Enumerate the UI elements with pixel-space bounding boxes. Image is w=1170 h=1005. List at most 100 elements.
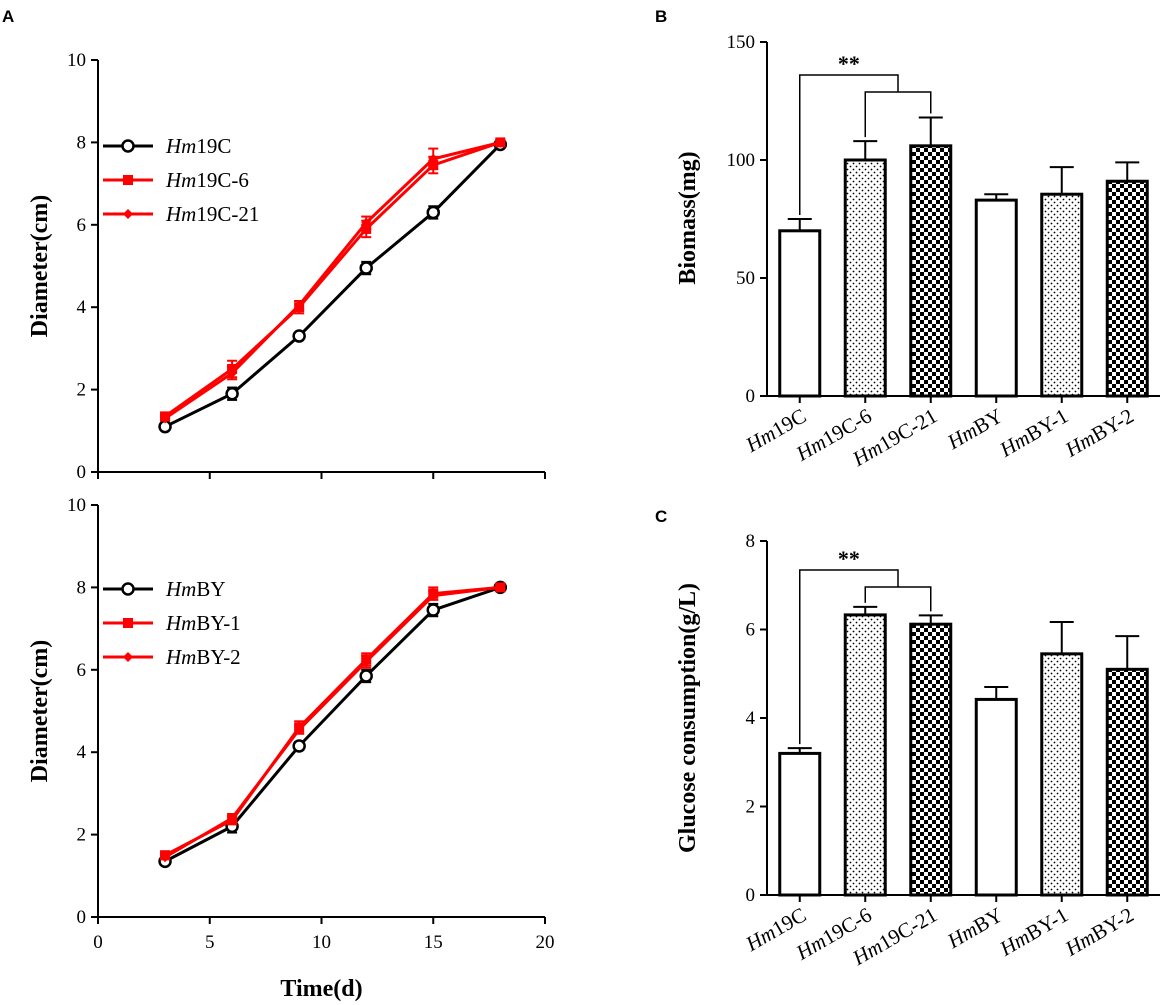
series-line	[164, 585, 501, 859]
data-point	[294, 724, 305, 735]
data-point	[361, 217, 372, 228]
y-tick-label: 100	[727, 150, 756, 171]
data-point	[227, 368, 238, 379]
legend-label: HmBY	[165, 577, 226, 601]
x-tick-label: 10	[312, 932, 331, 953]
data-point	[160, 852, 171, 863]
legend-marker	[121, 139, 135, 153]
bracket-line	[799, 74, 899, 215]
significance-bracket: **	[799, 51, 932, 215]
category-label: HmBY-1	[995, 404, 1073, 463]
legend-label-italic: Hm	[165, 202, 196, 226]
panel-letter-a: A	[2, 7, 14, 26]
category-label: HmBY-1	[995, 903, 1073, 962]
bar	[843, 613, 887, 897]
data-point	[426, 205, 440, 220]
legend-marker	[123, 175, 133, 185]
series-1: Hm19C-6	[103, 137, 506, 422]
legend-label-italic: Hm	[165, 168, 196, 192]
category-label-rest: 19C-21	[875, 404, 942, 456]
panel-letter-c: C	[655, 507, 667, 526]
x-tick-label: 5	[205, 932, 215, 953]
legend-label: Hm19C-21	[165, 202, 259, 226]
bracket-line	[864, 586, 932, 612]
bar	[1040, 652, 1084, 897]
bar	[909, 622, 953, 897]
y-tick-label: 10	[67, 50, 86, 71]
category-label: HmBY-2	[1060, 903, 1138, 962]
series-2: Hm19C-21	[103, 137, 506, 424]
y-tick-label: 6	[77, 215, 87, 236]
legend-marker	[123, 618, 133, 628]
panel-letter-b: B	[655, 7, 667, 26]
y-tick-label: 50	[736, 268, 755, 289]
series-2: HmBY-2	[103, 582, 506, 863]
category-label: HmBY	[942, 903, 1006, 954]
series-line	[164, 140, 501, 420]
series-line	[164, 143, 502, 429]
data-point	[225, 386, 239, 401]
category-label-rest: 19C-21	[875, 903, 942, 955]
y-tick-label: 4	[77, 297, 87, 318]
series-1: HmBY-1	[103, 582, 506, 861]
bracket-line	[799, 569, 899, 745]
data-point	[428, 153, 439, 164]
legend-label-rest: BY-2	[196, 645, 240, 669]
y-tick-label: 2	[77, 380, 87, 401]
legend-label-rest: 19C-21	[196, 202, 259, 226]
y-axis-title: Diameter(cm)	[27, 640, 53, 783]
legend-label: Hm19C-6	[165, 168, 249, 192]
data-point	[495, 582, 506, 593]
y-tick-label: 2	[77, 825, 87, 846]
series-line	[164, 585, 501, 863]
y-tick-label: 4	[746, 708, 756, 729]
data-point	[292, 739, 306, 753]
legend-label-rest: BY-1	[196, 611, 240, 635]
y-tick-label: 2	[746, 797, 756, 818]
bar	[843, 158, 887, 398]
bar-chart-2: 050100150Biomass(mg)Hm19CHm19C-6Hm19C-21…	[675, 32, 1160, 472]
data-point	[292, 329, 306, 343]
y-tick-label: 0	[77, 907, 87, 928]
x-axis-title: Time(d)	[280, 976, 362, 1002]
data-point	[359, 261, 373, 275]
category-label: HmBY	[942, 404, 1006, 455]
legend-label-rest: 19C-6	[196, 168, 249, 192]
data-point	[428, 590, 439, 601]
y-tick-label: 6	[746, 620, 756, 641]
bracket-line	[864, 91, 932, 138]
bar	[1040, 192, 1084, 398]
legend-marker	[121, 582, 135, 596]
bar	[909, 144, 953, 398]
legend-marker	[123, 209, 133, 219]
bar	[974, 697, 1018, 897]
y-tick-label: 4	[77, 742, 87, 763]
bar	[974, 198, 1018, 398]
significance-label: **	[838, 546, 860, 571]
data-point	[227, 813, 238, 824]
category-label-rest: BY-2	[1087, 903, 1137, 946]
bar	[1105, 179, 1149, 398]
charts-layer: 0246810Diameter(cm)Hm19CHm19C-6Hm19C-210…	[27, 32, 1160, 1002]
category-label-rest: BY-2	[1087, 404, 1137, 447]
y-tick-label: 6	[77, 660, 87, 681]
y-tick-label: 8	[746, 531, 756, 552]
legend-label: HmBY-2	[165, 645, 241, 669]
legend-marker	[123, 652, 133, 662]
significance-bracket: **	[799, 546, 932, 745]
series-line	[164, 140, 501, 418]
x-tick-label: 20	[536, 932, 555, 953]
bar	[1105, 667, 1149, 897]
data-point	[294, 300, 305, 311]
y-axis-title: Glucose consumption(g/L)	[675, 583, 701, 853]
bar	[778, 751, 822, 897]
x-tick-label: 0	[93, 932, 103, 953]
y-tick-label: 0	[746, 386, 756, 407]
legend-label: Hm19C	[165, 134, 231, 158]
y-tick-label: 8	[77, 132, 87, 153]
legend-label-italic: Hm	[165, 611, 196, 635]
bar	[778, 229, 822, 398]
